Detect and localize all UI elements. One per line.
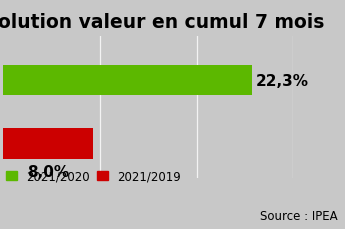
Bar [3,66,252,96]
Title: Evolution valeur en cumul 7 mois: Evolution valeur en cumul 7 mois [0,14,324,32]
Text: Source : IPEA: Source : IPEA [260,209,338,222]
Text: 8,0%: 8,0% [27,164,69,179]
Legend: 2021/2020, 2021/2019: 2021/2020, 2021/2019 [7,170,181,183]
Text: 22,3%: 22,3% [255,73,308,88]
Bar [3,129,92,159]
